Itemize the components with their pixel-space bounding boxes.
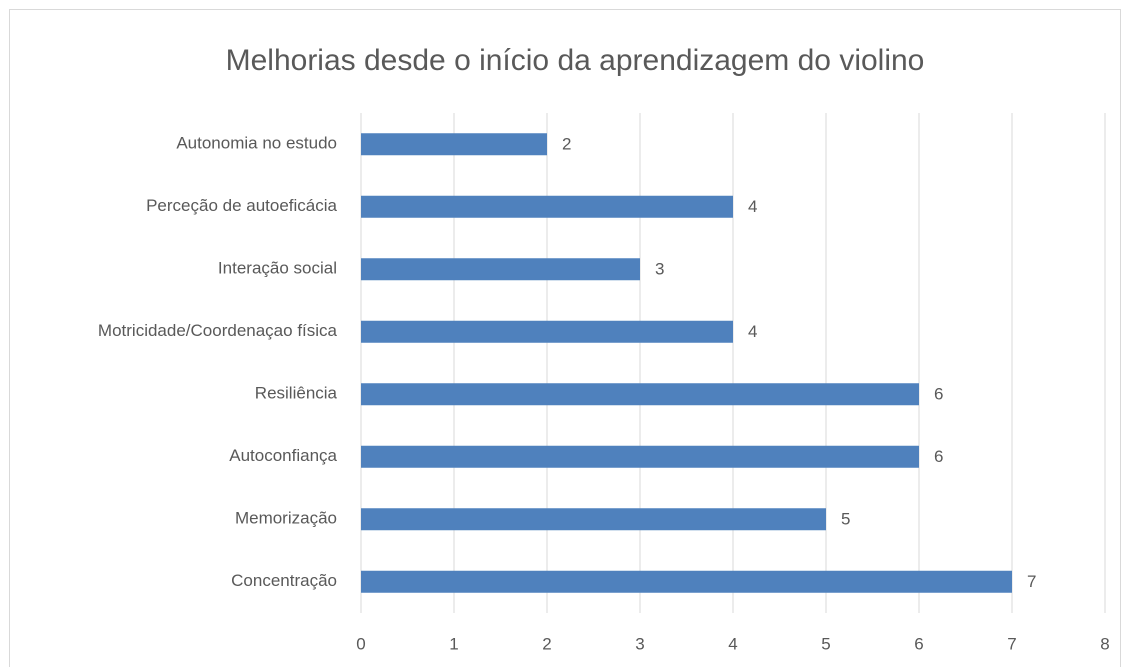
x-tick-label: 8 bbox=[1100, 634, 1109, 653]
y-tick-label: Memorização bbox=[235, 509, 337, 528]
data-label: 4 bbox=[748, 197, 757, 216]
y-tick-label: Resiliência bbox=[255, 384, 338, 403]
y-tick-label: Autoconfiança bbox=[229, 446, 337, 465]
bar bbox=[361, 383, 919, 406]
data-label: 3 bbox=[655, 260, 664, 279]
chart-title: Melhorias desde o início da aprendizagem… bbox=[226, 44, 925, 77]
data-label: 7 bbox=[1027, 572, 1036, 591]
y-tick-label: Motricidade/Coordenaçao física bbox=[98, 321, 338, 340]
data-label: 4 bbox=[748, 322, 757, 341]
y-tick-label: Autonomia no estudo bbox=[176, 134, 337, 153]
bar bbox=[361, 320, 733, 343]
bar bbox=[361, 195, 733, 218]
x-tick-label: 1 bbox=[449, 634, 458, 653]
y-tick-label: Concentração bbox=[231, 571, 337, 590]
y-tick-label: Interação social bbox=[218, 259, 337, 278]
x-tick-label: 0 bbox=[356, 634, 365, 653]
bar bbox=[361, 570, 1012, 593]
x-tick-label: 6 bbox=[914, 634, 923, 653]
data-label: 5 bbox=[841, 510, 850, 529]
x-tick-label: 3 bbox=[635, 634, 644, 653]
x-tick-label: 4 bbox=[728, 634, 737, 653]
y-tick-label: Perceção de autoeficácia bbox=[146, 196, 337, 215]
data-label: 6 bbox=[934, 385, 943, 404]
data-label: 6 bbox=[934, 447, 943, 466]
bar bbox=[361, 445, 919, 468]
bar bbox=[361, 508, 826, 531]
x-tick-label: 5 bbox=[821, 634, 830, 653]
data-label: 2 bbox=[562, 135, 571, 154]
x-tick-label: 7 bbox=[1007, 634, 1016, 653]
x-tick-label: 2 bbox=[542, 634, 551, 653]
bar bbox=[361, 258, 640, 281]
bar bbox=[361, 133, 547, 156]
